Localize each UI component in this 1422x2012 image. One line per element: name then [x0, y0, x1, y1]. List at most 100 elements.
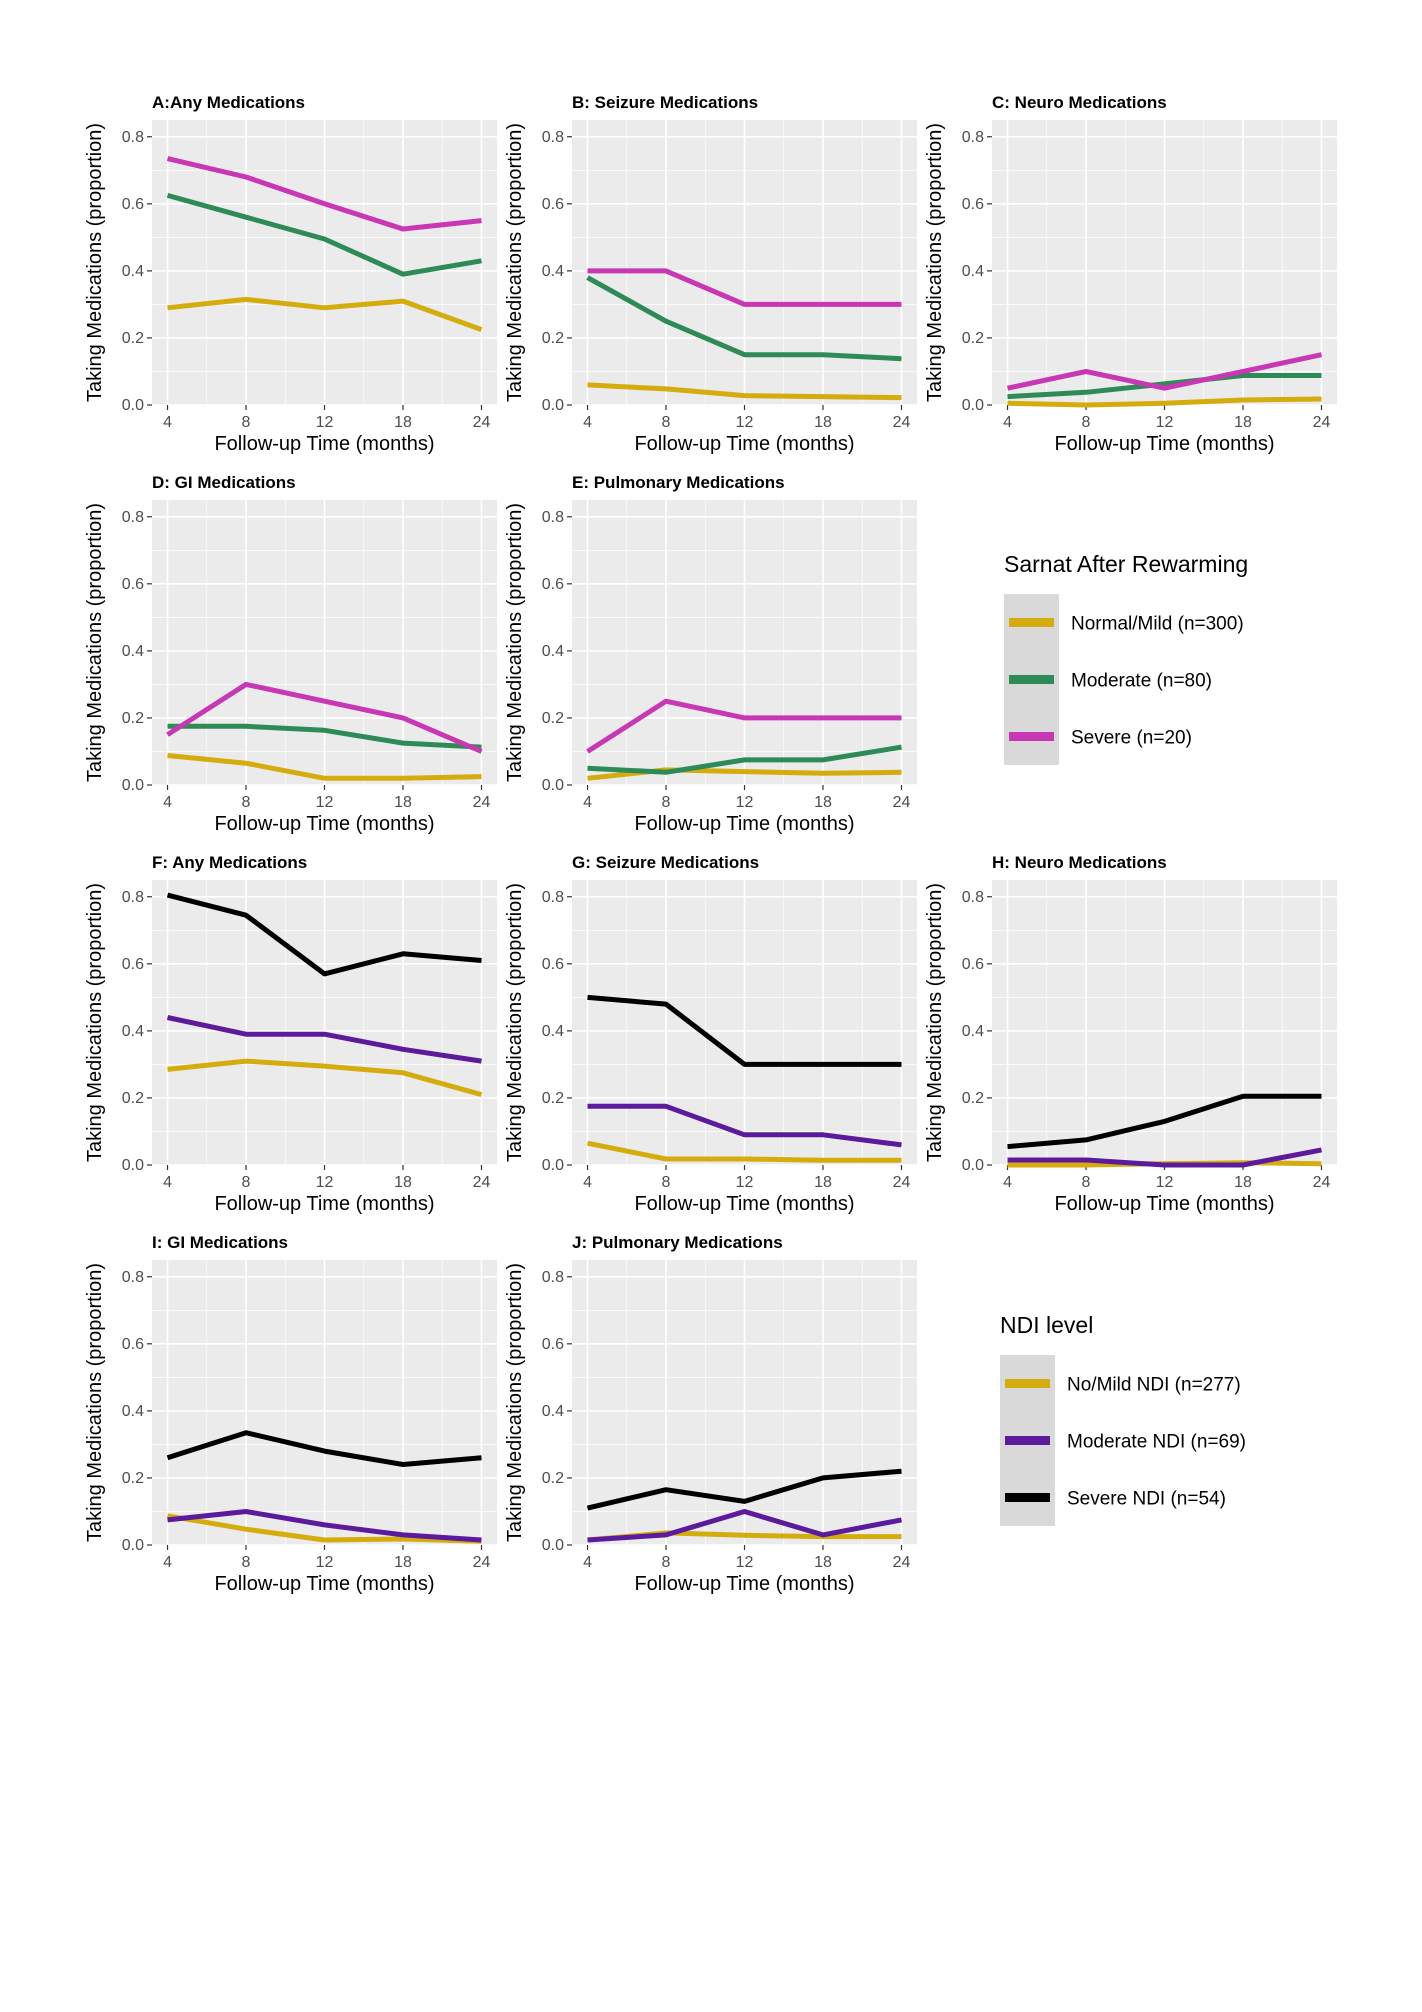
panel-title: C: Neuro Medications: [992, 93, 1167, 112]
x-tick-label: 4: [583, 414, 592, 431]
panel-i: 0.0 0.2 0.4 0.6 0.8 4 8 12 18 24 I: GI Medications…: [84, 1233, 497, 1595]
series-line: [167, 1058, 483, 1098]
panel-title: D: GI Medications: [152, 473, 296, 492]
x-tick-label: 12: [736, 794, 754, 811]
panel-g: 0.0 0.2 0.4 0.6 0.8 4 8 12 18 24 G: Seizure Medica…: [504, 853, 917, 1215]
x-tick-label: 24: [893, 1554, 911, 1571]
series-line: [587, 1103, 902, 1148]
x-tick-label: 4: [583, 1174, 592, 1191]
x-tick-label: 24: [893, 794, 911, 811]
series-line: [587, 1509, 902, 1543]
panel-title: A:Any Medications: [152, 93, 305, 112]
x-tick-label: 18: [394, 1554, 412, 1571]
y-tick-label: 0.2: [122, 1090, 144, 1107]
y-tick-label: 0.4: [122, 1403, 144, 1420]
y-tick-label: 0.0: [542, 1157, 564, 1174]
y-tick-label: 0.2: [962, 1090, 984, 1107]
series-line: [586, 275, 902, 362]
legend-title: NDI level: [1000, 1312, 1093, 1338]
series-line: [587, 994, 902, 1067]
y-axis-title: Taking Medications (proportion): [84, 1263, 106, 1542]
y-axis-title: Taking Medications (proportion): [84, 883, 106, 1162]
panel-title: H: Neuro Medications: [992, 853, 1167, 872]
x-tick-label: 24: [893, 414, 911, 431]
x-tick-label: 12: [736, 414, 754, 431]
y-tick-label: 0.4: [962, 263, 984, 280]
y-tick-label: 0.2: [542, 1090, 564, 1107]
x-tick-label: 18: [814, 1554, 832, 1571]
x-tick-label: 18: [814, 1174, 832, 1191]
series-line: [167, 753, 482, 781]
y-axis-title: Taking Medications (proportion): [84, 503, 106, 782]
y-axis-title: Taking Medications (proportion): [504, 883, 526, 1162]
y-tick-label: 0.2: [122, 1470, 144, 1487]
x-tick-label: 8: [242, 794, 251, 811]
x-tick-label: 8: [1082, 414, 1091, 431]
x-tick-label: 4: [163, 414, 172, 431]
x-tick-label: 8: [662, 1554, 671, 1571]
x-tick-label: 24: [473, 794, 491, 811]
y-tick-label: 0.2: [542, 1470, 564, 1487]
series-line: [166, 681, 483, 754]
x-tick-label: 12: [736, 1174, 754, 1191]
series-line: [587, 268, 902, 307]
x-tick-label: 12: [1156, 414, 1174, 431]
y-tick-label: 0.0: [542, 1537, 564, 1554]
x-tick-label: 24: [1313, 1174, 1331, 1191]
x-tick-label: 18: [394, 1174, 412, 1191]
x-tick-label: 18: [394, 414, 412, 431]
x-tick-label: 24: [473, 1174, 491, 1191]
x-tick-label: 8: [242, 414, 251, 431]
x-tick-label: 4: [1003, 414, 1012, 431]
x-tick-label: 12: [316, 794, 334, 811]
series-line: [587, 382, 902, 401]
x-axis-title: Follow-up Time (months): [634, 813, 854, 835]
y-tick-label: 0.8: [542, 129, 564, 146]
x-axis-title: Follow-up Time (months): [634, 1193, 854, 1215]
series-line: [166, 892, 482, 977]
x-tick-label: 4: [163, 1174, 172, 1191]
legend-label: Moderate NDI (n=69): [1067, 1432, 1246, 1453]
y-tick-label: 0.6: [962, 956, 984, 973]
x-tick-label: 8: [662, 794, 671, 811]
x-tick-label: 4: [1003, 1174, 1012, 1191]
series-line: [1007, 396, 1322, 408]
y-tick-label: 0.8: [542, 509, 564, 526]
y-tick-label: 0.0: [122, 777, 144, 794]
y-tick-label: 0.0: [542, 777, 564, 794]
y-tick-label: 0.6: [962, 196, 984, 213]
y-axis-title: Taking Medications (proportion): [924, 123, 946, 402]
x-axis-title: Follow-up Time (months): [634, 1573, 854, 1595]
x-tick-label: 24: [473, 414, 491, 431]
series-line: [587, 744, 902, 775]
x-tick-label: 12: [316, 1174, 334, 1191]
series-line: [167, 1509, 482, 1543]
y-tick-label: 0.4: [122, 643, 144, 660]
x-axis-title: Follow-up Time (months): [214, 1573, 434, 1595]
legend-label: Severe (n=20): [1071, 728, 1192, 749]
panel-title: I: GI Medications: [152, 1233, 288, 1252]
x-tick-label: 12: [316, 1554, 334, 1571]
x-axis-title: Follow-up Time (months): [214, 433, 434, 455]
x-tick-label: 8: [662, 414, 671, 431]
y-tick-label: 0.4: [542, 643, 564, 660]
legend-title: Sarnat After Rewarming: [1004, 551, 1248, 577]
y-tick-label: 0.0: [122, 397, 144, 414]
x-tick-label: 4: [583, 1554, 592, 1571]
series-line: [1007, 1147, 1322, 1168]
x-tick-label: 12: [1156, 1174, 1174, 1191]
x-tick-label: 8: [242, 1554, 251, 1571]
y-tick-label: 0.8: [122, 1269, 144, 1286]
y-tick-label: 0.6: [122, 576, 144, 593]
legend-label: No/Mild NDI (n=277): [1067, 1375, 1241, 1396]
y-tick-label: 0.4: [122, 263, 144, 280]
panel-title: G: Seizure Medications: [572, 853, 759, 872]
y-tick-label: 0.0: [962, 397, 984, 414]
series-line: [166, 1015, 482, 1064]
y-tick-label: 0.4: [542, 1023, 564, 1040]
series-line: [1006, 352, 1323, 391]
x-axis-title: Follow-up Time (months): [1054, 1193, 1274, 1215]
y-tick-label: 0.6: [542, 1336, 564, 1353]
y-tick-label: 0.0: [122, 1537, 144, 1554]
